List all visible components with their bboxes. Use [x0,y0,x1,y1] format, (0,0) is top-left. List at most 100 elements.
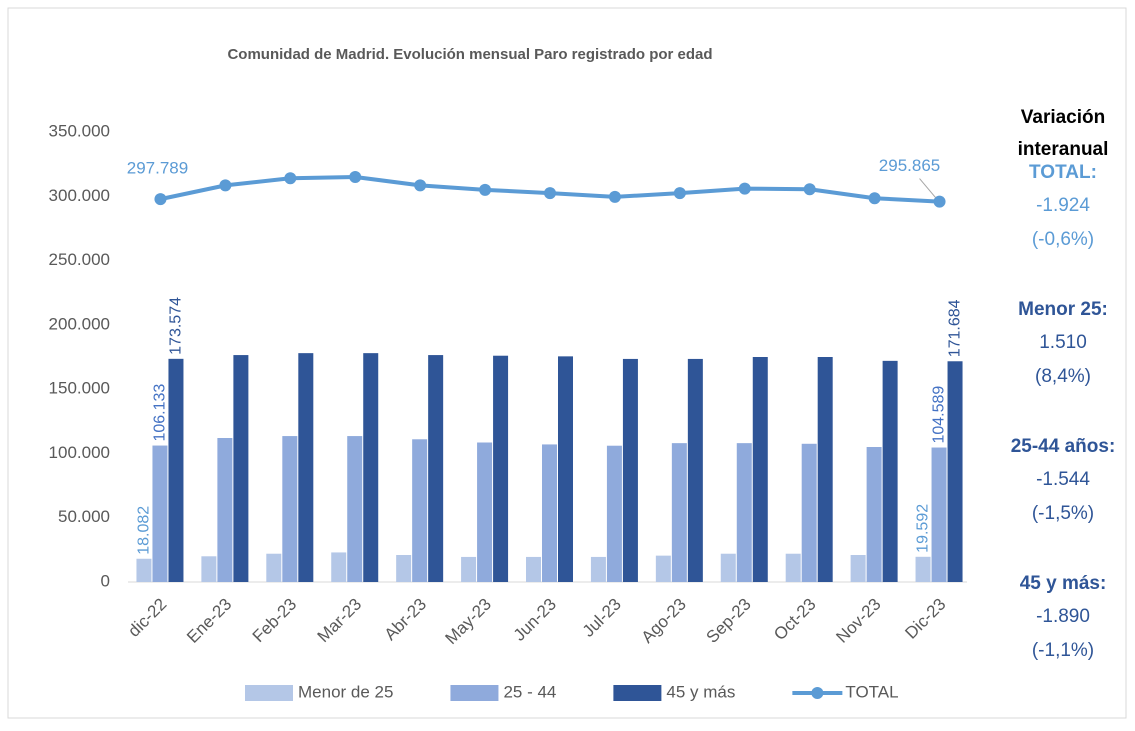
bar [915,556,931,582]
legend-swatch [450,685,499,701]
bar [168,358,184,582]
bar [477,442,493,582]
line-marker [349,171,362,183]
bar [542,444,557,582]
line-marker [544,187,556,200]
line-marker [154,193,167,206]
bar [363,353,379,582]
line-marker [673,187,686,200]
line-marker [414,179,427,192]
bar [882,360,898,582]
bar [850,555,866,582]
line-marker [608,190,621,203]
side-label: TOTAL: [1029,162,1097,183]
x-tick-label: Mar-23 [314,595,366,647]
y-tick-label: 100.000 [49,443,110,462]
bar [493,355,509,582]
side-label: 45 y más: [1020,573,1107,594]
side-title: Variación [1021,107,1106,128]
x-tick-label: Sep-23 [703,595,755,647]
bar [282,436,298,582]
bar [412,439,428,582]
legend-label: 45 y más [666,682,735,701]
legend-swatch [245,685,293,701]
x-tick-label: Abr-23 [381,595,431,645]
data-label: 106.133 [152,384,169,442]
y-tick-label: 350.000 [49,121,110,140]
y-tick-label: 150.000 [49,379,110,398]
x-tick-label: Ago-23 [638,595,690,647]
data-label: 171.684 [947,299,964,357]
legend-label: Menor de 25 [298,682,393,701]
bar [396,555,412,582]
bar [752,357,768,582]
side-percent: (-1,5%) [1032,503,1094,524]
side-label: Menor 25: [1018,299,1108,320]
bar [671,443,687,582]
bar [152,445,168,582]
legend-label: TOTAL [845,682,898,701]
side-value: -1.924 [1036,195,1090,216]
bar [622,358,638,582]
side-value: -1.890 [1036,606,1090,627]
bar [136,558,152,582]
bar [801,443,817,582]
x-tick-label: Nov-23 [832,595,884,647]
side-percent: (-0,6%) [1032,229,1094,250]
side-value: 1.510 [1039,332,1087,353]
data-label: 297.789 [127,159,188,178]
legend-swatch [811,687,824,699]
bar [687,358,703,582]
side-percent: (8,4%) [1035,366,1091,387]
bar [331,552,347,582]
bar [233,355,249,582]
bar [201,556,217,582]
bar [558,356,573,582]
y-tick-label: 50.000 [58,507,110,526]
y-tick-label: 300.000 [49,186,110,205]
data-label: 18.082 [136,506,153,555]
side-percent: (-1,1%) [1032,640,1094,661]
x-tick-label: Jun-23 [510,595,560,645]
data-label: 295.865 [879,156,940,175]
y-tick-label: 0 [101,571,110,590]
bar [590,556,606,582]
bar [526,556,541,582]
x-tick-label: Jul-23 [579,595,625,641]
data-label: 173.574 [168,297,185,355]
line-marker [738,182,751,195]
data-label: 19.592 [915,504,932,553]
bar [720,553,736,582]
x-tick-label: Oct-23 [770,595,820,645]
x-tick-label: Ene-23 [183,595,235,647]
line-marker [284,172,297,185]
data-label: 104.589 [931,386,948,444]
side-value: -1.544 [1036,469,1090,490]
bar [931,447,947,582]
x-tick-label: May-23 [442,595,496,649]
chart-title: Comunidad de Madrid. Evolución mensual P… [227,46,712,63]
bar [217,438,233,582]
bar [606,445,622,582]
bar [817,357,833,582]
line-marker [479,183,492,196]
side-title: interanual [1018,139,1109,160]
bar [866,447,882,582]
x-tick-label: Feb-23 [249,595,301,647]
bar [266,553,282,582]
y-tick-label: 250.000 [49,250,110,269]
bar [347,436,363,582]
bar [736,443,752,582]
bar [428,355,444,582]
line-marker [933,195,946,208]
legend-swatch [613,685,662,701]
leader-line [919,178,936,198]
bar [298,353,314,582]
bar [947,361,963,582]
y-tick-label: 200.000 [49,314,110,333]
line-marker [868,192,881,205]
line-marker [803,183,816,196]
bar [461,556,477,582]
